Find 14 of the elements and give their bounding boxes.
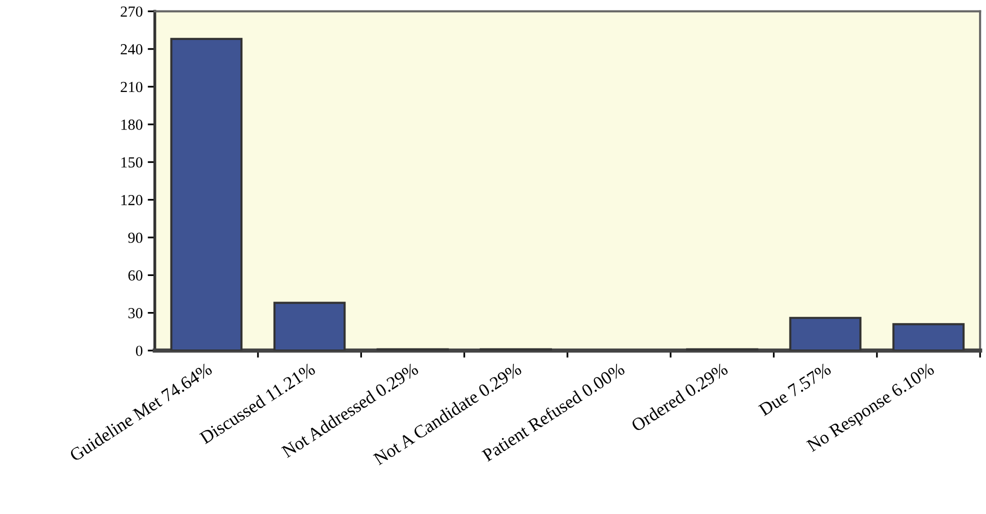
y-tick-label: 180 bbox=[121, 120, 142, 130]
y-tick-label: 0 bbox=[136, 346, 142, 356]
y-tick-label: 60 bbox=[128, 270, 142, 281]
bar bbox=[789, 316, 862, 351]
y-tick-label: 30 bbox=[128, 308, 142, 318]
y-tick-label: 270 bbox=[120, 6, 142, 17]
y-tick-label: 210 bbox=[120, 82, 142, 92]
y-tick-label: 150 bbox=[121, 157, 142, 168]
bar bbox=[170, 38, 242, 351]
bar bbox=[273, 302, 346, 351]
y-tick-label: 120 bbox=[121, 194, 142, 206]
bar bbox=[892, 323, 965, 351]
y-tick-label: 240 bbox=[120, 44, 142, 54]
y-tick-label: 90 bbox=[128, 232, 142, 243]
